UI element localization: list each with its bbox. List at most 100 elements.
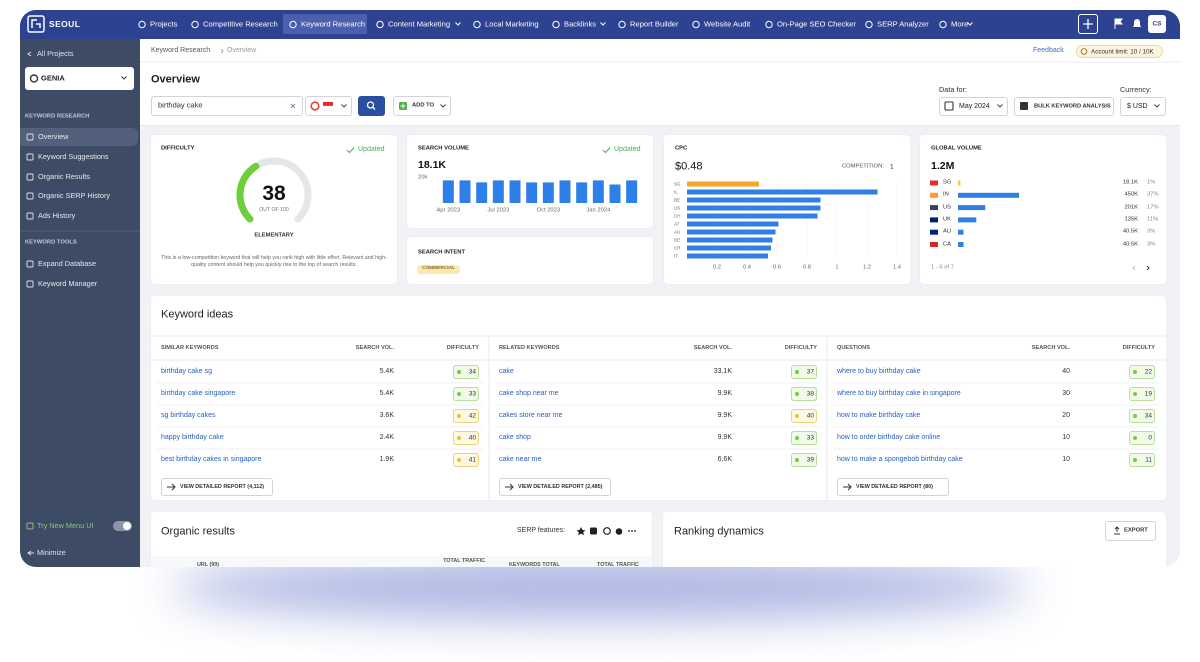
keyword-link[interactable]: happy birthday cake <box>161 433 224 441</box>
keyword-link[interactable]: cake shop <box>499 433 531 441</box>
bar <box>476 182 488 203</box>
keyword-link[interactable]: cake shop near me <box>499 389 559 397</box>
y-tick-label: 20k <box>418 174 428 181</box>
project-name: GENIA <box>41 73 65 83</box>
keyword-link[interactable]: sg birthday cakes <box>161 411 216 419</box>
bar <box>687 205 821 211</box>
report-button[interactable] <box>499 478 611 496</box>
y-tick-label: CR <box>674 245 681 251</box>
x-tick-label: 0.2 <box>712 264 722 271</box>
all-projects-link[interactable]: All Projects <box>37 48 74 58</box>
nav-item[interactable]: Report Builder <box>630 19 679 29</box>
currency-label: Currency: <box>1120 84 1152 94</box>
keyword-link[interactable]: cakes store near me <box>499 411 563 419</box>
card-title: GLOBAL VOLUME <box>931 145 982 152</box>
card-title: SEARCH VOLUME <box>418 145 469 152</box>
difficulty-value: 22 <box>1144 368 1152 376</box>
user-avatar[interactable] <box>1148 15 1166 33</box>
difficulty-dot <box>1133 436 1137 440</box>
report-button[interactable] <box>837 478 949 496</box>
nav-item[interactable]: Content Marketing <box>388 19 451 29</box>
nav-item-active-label[interactable]: Keyword Research <box>301 19 366 29</box>
sidebar-section-title: KEYWORD RESEARCH <box>25 113 90 120</box>
x-tick-label: 1.2 <box>862 264 872 271</box>
nav-item[interactable]: SERP Analyzer <box>877 19 929 29</box>
bar <box>687 221 779 227</box>
minimize-button[interactable]: Minimize <box>37 547 66 557</box>
export-button[interactable] <box>1105 521 1156 541</box>
date-select[interactable] <box>939 97 1008 116</box>
search-volume: 5.4K <box>379 367 394 375</box>
bar <box>958 229 964 235</box>
bar <box>958 217 977 223</box>
search-icon-handle <box>372 106 376 110</box>
table-header <box>151 556 652 567</box>
difficulty-badge <box>453 409 479 423</box>
bulk-button[interactable] <box>1014 97 1114 116</box>
column-header: TOTAL TRAFFIC <box>597 561 639 568</box>
keyword-link[interactable]: how to make a spongebob birthday cake <box>837 455 963 463</box>
logo-mark <box>31 19 41 28</box>
nav-item[interactable]: More <box>951 19 969 29</box>
difficulty-badge <box>1129 387 1155 401</box>
date-value: May 2024 <box>959 102 990 110</box>
card-title: CPC <box>675 145 688 152</box>
difficulty-badge <box>453 431 479 445</box>
column-header: SEARCH VOL. <box>693 344 732 351</box>
nav-item[interactable]: Projects <box>150 19 178 29</box>
intent-value: COMMERCIAL <box>421 266 456 272</box>
bell-icon <box>1133 19 1141 27</box>
value-label: 135K <box>1124 216 1138 223</box>
more-dot <box>628 530 630 532</box>
bar <box>687 197 821 203</box>
nav-item[interactable]: Local Marketing <box>485 19 539 29</box>
share-label: 11% <box>1147 216 1159 223</box>
nav-item[interactable]: Website Audit <box>704 19 751 29</box>
country-code: US <box>943 204 952 211</box>
sidebar-item[interactable]: Expand Database <box>38 258 97 268</box>
difficulty-level: ELEMENTARY <box>254 232 294 239</box>
menu-toggle[interactable] <box>113 521 132 531</box>
nav-item[interactable]: Backlinks <box>564 19 597 29</box>
flag-sg-top <box>323 102 333 106</box>
y-tick-label: DE <box>674 237 681 243</box>
search-input[interactable] <box>151 96 303 116</box>
bar <box>958 205 986 211</box>
try-new-menu[interactable]: Try New Menu UI <box>37 520 94 530</box>
currency-select[interactable] <box>1120 97 1166 116</box>
add-to-button[interactable] <box>393 96 451 116</box>
sidebar-item[interactable]: Organic SERP History <box>38 190 111 200</box>
keyword-link[interactable]: how to make birthday cake <box>837 411 921 419</box>
bar <box>626 180 638 203</box>
keyword-link[interactable]: best birthday cakes in singapore <box>161 455 262 463</box>
difficulty-value: 40 <box>806 412 814 420</box>
sidebar-item[interactable]: Keyword Suggestions <box>38 151 109 161</box>
project-select[interactable] <box>25 67 134 90</box>
add-button[interactable] <box>1078 14 1098 34</box>
report-button[interactable] <box>161 478 273 496</box>
keyword-link[interactable]: where to buy birthday cake in singapore <box>837 389 961 397</box>
sidebar-item[interactable]: Overview <box>38 131 69 141</box>
search-volume: 6.6K <box>717 455 732 463</box>
keyword-link[interactable]: cake near me <box>499 455 542 463</box>
nav-item[interactable]: On-Page SEO Checker <box>777 19 856 29</box>
sidebar-item[interactable]: Keyword Manager <box>38 278 98 288</box>
chevron-icon <box>997 104 1003 108</box>
account-limit <box>1076 45 1163 58</box>
country-flag <box>930 229 938 235</box>
keyword-link[interactable]: birthday cake sg <box>161 367 212 375</box>
keyword-link[interactable]: how to order birthday cake online <box>837 433 941 441</box>
keyword-link[interactable]: birthday cake singapore <box>161 389 236 397</box>
feedback-link[interactable]: Feedback <box>1033 46 1064 54</box>
search-button[interactable] <box>358 96 385 116</box>
bar <box>459 180 471 203</box>
keyword-link[interactable]: where to buy birthday cake <box>837 367 921 375</box>
nav-item[interactable]: Competitive Research <box>203 19 278 29</box>
chevron-icon <box>121 76 127 80</box>
search-volume: 20 <box>1062 411 1070 419</box>
keyword-link[interactable]: cake <box>499 367 514 375</box>
next-icon <box>1146 265 1150 271</box>
breadcrumb-item[interactable]: Keyword Research <box>151 46 211 54</box>
sidebar-item[interactable]: Organic Results <box>38 171 90 181</box>
sidebar-item[interactable]: Ads History <box>38 210 76 220</box>
